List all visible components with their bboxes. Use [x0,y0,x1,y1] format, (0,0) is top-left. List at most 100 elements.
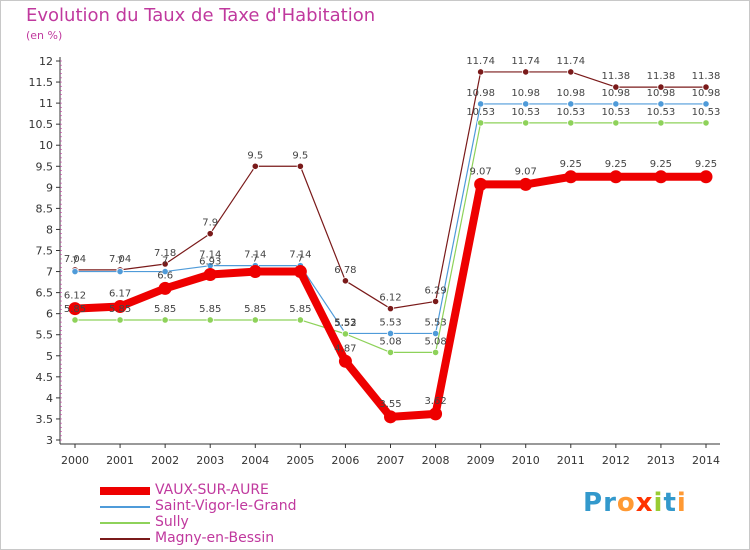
data-point [341,277,350,285]
data-label: 9.25 [695,159,717,170]
series-layer [68,68,713,424]
legend-label: Saint-Vigor-le-Grand [155,498,297,514]
data-label: 10.53 [466,107,495,118]
y-tick-label: 9 [46,181,53,194]
data-point [341,330,350,338]
x-tick-label: 2010 [512,454,540,467]
chart-title: Evolution du Taux de Taxe d'Habitation [26,5,376,26]
data-point [206,316,214,324]
data-point [702,100,710,108]
data-label: 7.14 [289,250,311,261]
logo-letter: o [616,488,636,518]
data-label: 7 [117,256,123,267]
data-point [71,267,79,276]
logo-letter: P [583,488,604,518]
y-tick-label: 9.5 [36,160,54,173]
data-point [206,230,214,238]
data-point [612,119,620,127]
y-tick-label: 3 [46,434,53,447]
data-label: 5.53 [424,317,446,328]
data-point [384,410,397,424]
data-label: 6.17 [109,289,131,300]
x-tick-label: 2014 [692,454,720,467]
data-label: 5.53 [334,317,356,328]
data-label: 10.98 [602,88,631,99]
data-point [567,100,575,108]
y-tick-label: 11.5 [29,76,54,89]
data-point [248,265,262,279]
legend-label: Magny-en-Bessin [155,530,275,546]
data-label: 7.9 [202,218,218,229]
data-label: 5.85 [154,304,176,315]
data-labels-layer: 6.12 6.17 6.6 6.93 7 7 4.87 3.55 3.62 9.07 9.07 9.2… [64,56,720,410]
data-label: 10.98 [692,88,721,99]
data-point [519,177,533,191]
y-tick-label: 8.5 [36,202,54,215]
legend-label: Sully [155,514,189,530]
legend-label: VAUX-SUR-AURE [155,482,269,498]
data-label: 5.85 [199,304,221,315]
x-tick-label: 2002 [151,454,179,467]
x-tick-label: 2000 [61,454,89,467]
x-tick-label: 2007 [377,454,405,467]
data-label: 5.85 [64,304,86,315]
data-point [522,100,530,108]
data-label: 7.04 [109,254,131,265]
data-point [386,305,395,313]
data-point [657,100,665,108]
y-tick-label: 10.5 [29,118,54,131]
data-label: 9.07 [470,166,492,177]
data-label: 10.98 [466,88,495,99]
data-label: 9.25 [560,159,582,170]
data-label: 6.6 [157,270,173,281]
data-label: 10.98 [556,88,585,99]
data-label: 7.18 [154,248,176,259]
data-label: 4.87 [334,343,356,354]
x-tick-label: 2005 [286,454,314,467]
data-label: 6.29 [424,285,446,296]
legend-swatch [100,538,150,540]
data-label: 9.25 [650,159,672,170]
data-label: 10.53 [692,107,721,118]
data-label: 9.25 [605,159,627,170]
y-tick-label: 6 [46,308,53,321]
data-point [657,83,665,91]
data-label: 5.52 [334,318,356,329]
legend-item: Saint-Vigor-le-Grand [100,498,340,515]
data-label: 7 [72,256,78,267]
legend-swatch [100,487,150,495]
data-label: 5.85 [109,304,131,315]
x-tick-label: 2004 [241,454,269,467]
y-tick-label: 11 [39,97,53,110]
data-point [612,83,620,91]
logo-letter: i [653,488,664,518]
x-tick-label: 2006 [331,454,359,467]
data-point [429,407,443,421]
data-point [567,119,575,127]
data-label: 7.04 [64,254,86,265]
data-point [203,268,217,282]
data-label: 11.74 [511,56,540,67]
y-unit-label: (en %) [26,29,63,42]
data-label: 5.08 [379,336,401,347]
y-tick-label: 3.5 [36,413,54,426]
x-tick-label: 2012 [602,454,630,467]
y-tick-label: 5 [46,350,53,363]
data-point [68,302,82,316]
data-point [293,265,307,279]
data-label: 5.85 [289,304,311,315]
data-point [702,83,710,91]
data-label: 7 [297,254,303,265]
data-label: 3.62 [424,396,446,407]
legend-swatch [100,506,150,508]
data-point [338,354,352,368]
data-point [71,316,79,324]
data-label: 5.08 [424,336,446,347]
y-tick-label: 8 [46,223,53,236]
data-point [116,316,124,324]
y-tick-label: 7 [46,266,53,279]
data-point [296,316,304,324]
data-label: 6.12 [379,293,401,304]
axes: 3 3.5 4 4.5 5 5.5 6 6.5 7 7.5 8 8.5 9 9.5 10 10.5 11 11.5… [29,55,720,467]
x-tick-label: 2003 [196,454,224,467]
